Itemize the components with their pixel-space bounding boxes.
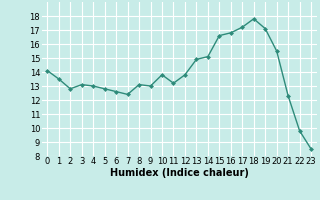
X-axis label: Humidex (Indice chaleur): Humidex (Indice chaleur) [110, 168, 249, 178]
